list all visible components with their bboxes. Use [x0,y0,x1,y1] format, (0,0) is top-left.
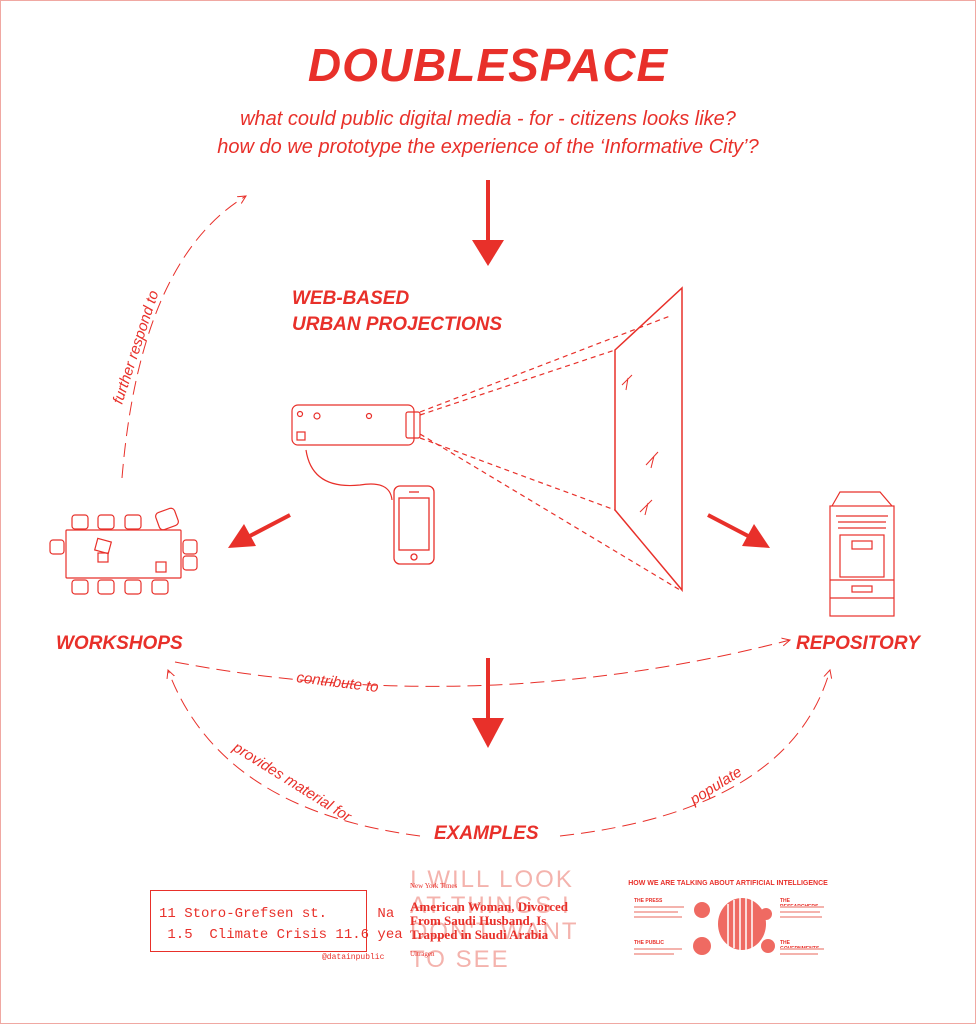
arrow-down-top [472,180,504,266]
display-handle: @datainpublic [322,953,385,962]
arrow-to-workshops [228,513,291,548]
poster-big-line-2: AT THINGS I [410,892,571,919]
filing-cabinet-icon [829,491,895,617]
poster-big-line-3: DON'T WANT [410,918,579,945]
projections-label-line-1: WEB-BASED [292,288,410,309]
populate-curve [559,670,830,837]
caption-contribute: contribute to [296,669,380,696]
poster-big-line-1: I WILL LOOK [410,866,574,893]
page-title: DOUBLESPACE [307,39,669,91]
arrow-to-repository [707,513,770,548]
poster-headline: American Woman, Divorced From Saudi Husb… [410,899,569,942]
display-row-1: 11 Storo-Grefsen st. Na [159,906,395,922]
projections-label-line-2: URBAN PROJECTIONS [292,314,503,335]
ai-section-press: THE PRESS [634,898,663,904]
ai-infographic-title: HOW WE ARE TALKING ABOUT ARTIFICIAL INTE… [628,880,828,887]
projection-beams [419,315,681,591]
poster-big-line-4: TO SEE [410,946,510,973]
caption-provides-material: provides material for [229,738,355,825]
projector-icon [291,404,421,501]
poster-source: New York Times [410,882,458,890]
workshop-table-icon [49,507,198,595]
subtitle-line-1: what could public digital media - for - … [240,108,736,130]
provides-material-curve [168,670,421,837]
further-respond-curve [121,196,246,479]
phone-icon [393,485,435,565]
caption-further-respond: further respond to [110,288,163,406]
ai-infographic-graphic [634,898,824,955]
projection-screen [614,286,683,593]
poster-footer: Ultragen [410,950,435,958]
arrow-down-bottom [472,658,504,748]
display-row-2: 1.5 Climate Crisis 11.6 yea [159,927,403,943]
example-ai-infographic: HOW WE ARE TALKING ABOUT ARTIFICIAL INTE… [628,878,828,978]
ai-section-public: THE PUBLIC [634,940,664,946]
subtitle-line-2: how do we prototype the experience of th… [217,136,759,158]
examples-label: EXAMPLES [434,823,539,844]
example-led-display: 11 Storo-Grefsen st. Na 1.5 Climate Cris… [150,890,403,952]
example-poster: I WILL LOOK AT THINGS I DON'T WANT TO SE… [408,862,593,982]
repository-label: REPOSITORY [796,633,920,654]
contribute-curve [174,640,790,687]
caption-populate: populate [686,763,745,808]
workshops-label: WORKSHOPS [56,633,183,654]
